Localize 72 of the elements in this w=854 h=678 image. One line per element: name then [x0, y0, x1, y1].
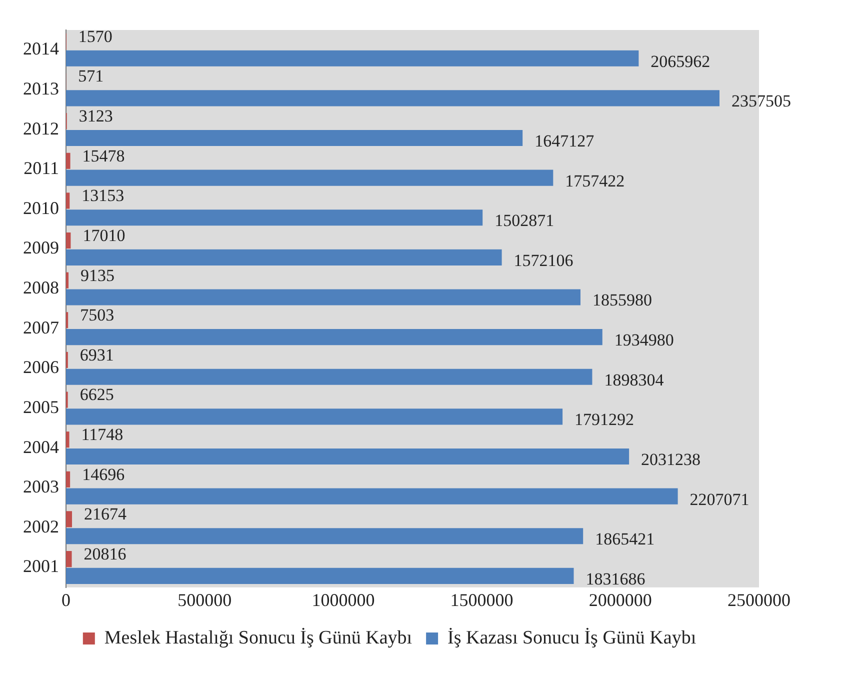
bar: [66, 90, 720, 106]
bar: [66, 210, 483, 226]
bar: [66, 232, 71, 249]
y-tick-label: 2011: [24, 158, 59, 178]
data-label: 1855980: [592, 290, 652, 310]
data-label: 6931: [80, 345, 114, 364]
data-label: 2031238: [641, 450, 701, 469]
x-tick-label: 1000000: [312, 590, 375, 610]
bar: [66, 50, 639, 66]
y-tick-label: 2001: [23, 556, 59, 576]
bar: [66, 272, 69, 288]
data-label: 11748: [81, 425, 124, 444]
data-label: 1502871: [494, 211, 554, 230]
data-label: 1647127: [534, 131, 595, 150]
bar: [66, 568, 574, 584]
data-label: 571: [78, 66, 104, 86]
legend-label: Meslek Hastalığı Sonucu İş Günü Kaybı: [104, 627, 412, 648]
x-tick-label: 2000000: [588, 590, 652, 610]
y-tick-label: 2005: [23, 396, 59, 417]
y-tick-label: 2010: [23, 198, 59, 218]
data-label: 2207071: [690, 490, 750, 509]
bar: [66, 528, 584, 544]
bar: [66, 471, 70, 488]
data-label: 1934980: [614, 330, 674, 350]
data-label: 9135: [80, 266, 115, 285]
data-label: 7503: [80, 306, 114, 325]
bar: [66, 550, 72, 568]
data-label: 20816: [84, 544, 126, 564]
data-label: 3123: [78, 106, 113, 126]
data-label: 21674: [84, 504, 128, 524]
bar: [66, 289, 580, 306]
data-label: 6625: [80, 385, 114, 404]
data-label: 1831686: [586, 569, 646, 588]
y-tick-label: 2002: [23, 516, 59, 536]
y-tick-label: 2004: [23, 436, 59, 457]
bar: [66, 408, 563, 425]
y-tick-label: 2003: [23, 476, 59, 497]
data-label: 1572106: [514, 250, 574, 270]
bar: [66, 511, 72, 528]
x-tick-label: 0: [62, 590, 70, 610]
bar: [66, 152, 70, 169]
y-tick-label: 2013: [23, 78, 59, 98]
y-tick-label: 2007: [23, 317, 59, 338]
y-tick-label: 2006: [23, 357, 59, 378]
data-label: 2065962: [650, 52, 710, 71]
x-tick-label: 2500000: [728, 590, 790, 610]
data-label: 14696: [82, 464, 125, 484]
data-label: 1898304: [604, 370, 664, 390]
x-tick-label: 1500000: [450, 590, 514, 610]
bar: [66, 432, 70, 448]
bar: [66, 329, 602, 346]
bar: [66, 488, 678, 504]
bar: [66, 368, 592, 385]
data-label: 1757422: [565, 171, 625, 190]
data-label: 1570: [78, 26, 112, 46]
bar: [66, 448, 630, 465]
x-tick-label: 500000: [178, 590, 232, 610]
data-label: 1865421: [595, 530, 655, 549]
data-label: 2357505: [732, 92, 791, 111]
legend-label: İş Kazası Sonucu İş Günü Kaybı: [448, 627, 696, 648]
data-label: 13153: [82, 186, 124, 206]
data-label: 15478: [82, 146, 125, 166]
data-label: 17010: [82, 226, 126, 245]
y-tick-label: 2014: [23, 38, 59, 59]
y-tick-label: 2008: [23, 278, 59, 298]
y-tick-label: 2012: [23, 118, 59, 138]
y-tick-label: 2009: [23, 238, 59, 258]
bar: [66, 130, 523, 146]
data-label: 1791292: [574, 410, 634, 430]
bar: [66, 170, 554, 186]
bar: [66, 192, 70, 209]
bar: [66, 249, 502, 266]
